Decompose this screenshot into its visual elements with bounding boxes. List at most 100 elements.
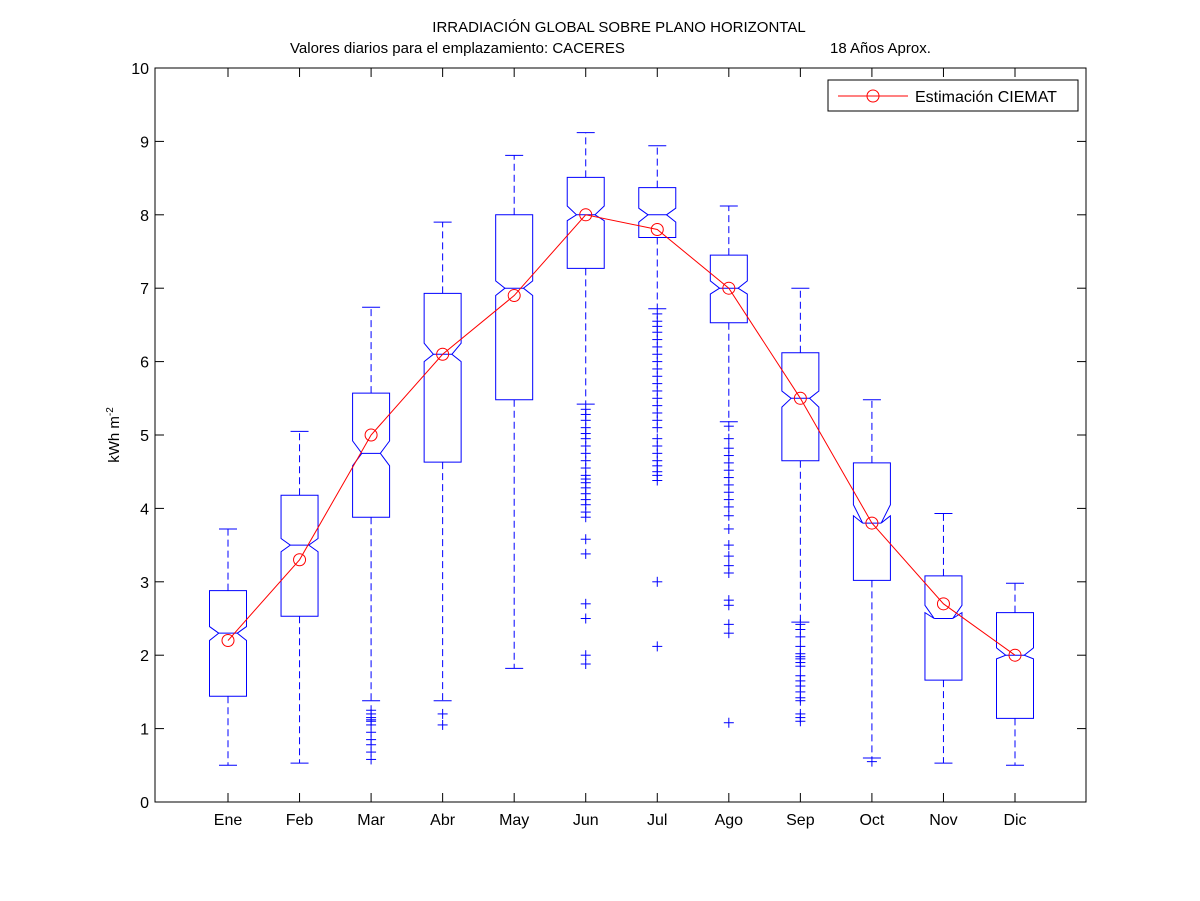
- outlier-marker: [652, 641, 663, 652]
- x-tick-label: May: [499, 812, 529, 829]
- outlier-marker: [580, 512, 591, 523]
- outlier-marker: [723, 600, 734, 611]
- box-jul: [638, 145, 677, 652]
- outlier-marker: [580, 548, 591, 559]
- y-tick-label: 0: [140, 795, 149, 812]
- chart-title: IRRADIACIÓN GLOBAL SOBRE PLANO HORIZONTA…: [432, 19, 805, 36]
- box-may: [495, 154, 534, 669]
- x-tick-label: Abr: [430, 812, 456, 829]
- estimate-point: [293, 553, 307, 567]
- y-axis: 0 1 2 3 4 5 6 7 8 9 10: [131, 61, 1086, 812]
- box-nov: [924, 513, 963, 764]
- x-tick-label: Nov: [929, 812, 957, 829]
- y-tick-label: 7: [140, 281, 149, 298]
- box-body: [781, 352, 820, 462]
- y-axis-label-main: kWh m: [106, 416, 123, 463]
- outlier-marker: [723, 501, 734, 512]
- outlier-marker: [866, 756, 877, 767]
- outlier-marker: [723, 421, 734, 432]
- outlier-marker: [652, 422, 663, 433]
- outlier-marker: [366, 754, 377, 765]
- outlier-marker: [723, 717, 734, 728]
- box-group: [209, 132, 1034, 767]
- estimate-point: [1008, 648, 1022, 662]
- y-tick-label: 2: [140, 648, 149, 665]
- estimate-point: [364, 428, 378, 442]
- outlier-marker: [652, 576, 663, 587]
- box-body: [852, 462, 891, 581]
- outlier-marker: [580, 659, 591, 670]
- x-tick-label: Ago: [715, 812, 744, 829]
- outlier-marker: [580, 534, 591, 545]
- outlier-marker: [723, 510, 734, 521]
- y-tick-label: 1: [140, 722, 149, 739]
- outlier-marker: [723, 619, 734, 630]
- plot-area: [154, 67, 1087, 803]
- estimate-point: [507, 289, 521, 303]
- outlier-marker: [723, 540, 734, 551]
- box-body: [495, 214, 534, 401]
- estimate-point: [793, 391, 807, 405]
- box-dic: [996, 582, 1034, 766]
- legend: Estimación CIEMAT: [827, 79, 1079, 112]
- outlier-marker: [723, 567, 734, 578]
- legend-marker: [866, 89, 880, 103]
- estimate-line: [227, 214, 1016, 656]
- box-ene: [209, 528, 247, 766]
- box-body: [924, 575, 963, 681]
- estimate-series: [221, 208, 1022, 662]
- x-tick-label: Dic: [1003, 812, 1026, 829]
- outlier-marker: [580, 613, 591, 624]
- box-mar: [352, 306, 391, 765]
- y-axis-label: kWh m-2: [105, 407, 123, 463]
- estimate-point: [221, 634, 235, 648]
- y-tick-label: 4: [140, 501, 149, 518]
- x-tick-label: Mar: [357, 812, 385, 829]
- outlier-marker: [723, 551, 734, 562]
- estimate-point: [936, 597, 950, 611]
- outlier-marker: [437, 719, 448, 730]
- outlier-marker: [437, 708, 448, 719]
- outlier-marker: [652, 475, 663, 486]
- box-body: [280, 494, 319, 617]
- estimate-point: [865, 516, 879, 530]
- box-body: [566, 176, 605, 269]
- legend-label: Estimación CIEMAT: [915, 89, 1057, 106]
- x-tick-label: Sep: [786, 812, 815, 829]
- y-tick-label: 10: [131, 61, 149, 78]
- chart-subtitle: Valores diarios para el emplazamiento: C…: [290, 40, 625, 57]
- x-axis: Ene Feb Mar Abr May Jun Jul Ago Sep Oct Nov Dic: [214, 68, 1027, 829]
- box-body: [996, 612, 1034, 719]
- y-tick-label: 6: [140, 355, 149, 372]
- box-jun: [566, 132, 605, 670]
- box-body: [709, 254, 748, 324]
- box-body: [423, 292, 462, 463]
- outlier-marker: [723, 433, 734, 444]
- outlier-marker: [795, 661, 806, 672]
- x-tick-label: Feb: [286, 812, 314, 829]
- estimate-point: [579, 208, 593, 222]
- box-sep: [781, 287, 820, 727]
- y-tick-label: 8: [140, 208, 149, 225]
- outlier-marker: [580, 650, 591, 661]
- x-tick-label: Jul: [647, 812, 667, 829]
- box-body: [638, 187, 677, 239]
- box-feb: [280, 430, 319, 764]
- outlier-marker: [580, 598, 591, 609]
- x-tick-label: Jun: [573, 812, 599, 829]
- estimate-point: [650, 222, 664, 236]
- outlier-marker: [723, 523, 734, 534]
- outlier-marker: [795, 716, 806, 727]
- y-axis-label-exponent: -2: [105, 407, 116, 416]
- box-body: [352, 392, 391, 518]
- box-body: [209, 590, 247, 697]
- y-tick-label: 3: [140, 575, 149, 592]
- x-tick-label: Ene: [214, 812, 243, 829]
- y-tick-label: 5: [140, 428, 149, 445]
- outlier-marker: [795, 695, 806, 706]
- y-tick-label: 9: [140, 134, 149, 151]
- estimate-point: [722, 281, 736, 295]
- chart-subtitle-years: 18 Años Aprox.: [830, 40, 931, 57]
- outlier-marker: [795, 631, 806, 642]
